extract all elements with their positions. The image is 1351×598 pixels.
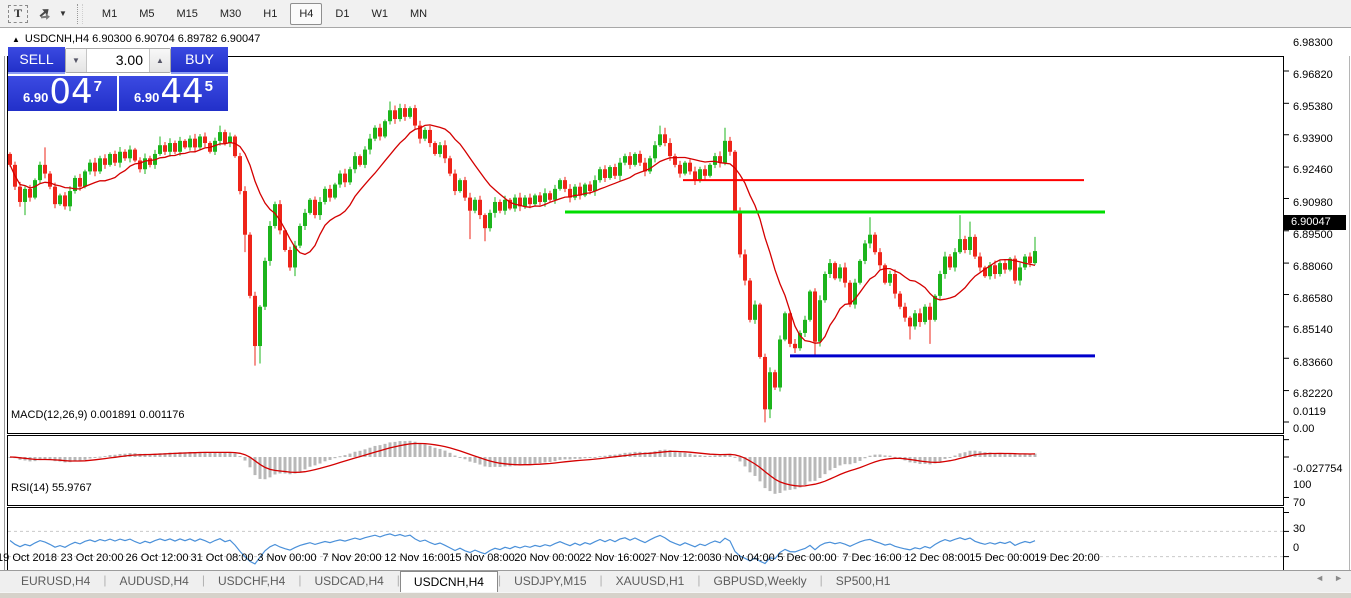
rsi-axis-label: 30 (1293, 522, 1306, 535)
time-axis-label: 22 Nov 16:00 (579, 552, 645, 564)
tab-gbpusd-weekly[interactable]: GBPUSD,Weekly (713, 574, 807, 588)
time-axis-label: 7 Nov 20:00 (322, 552, 382, 564)
buy-button[interactable]: BUY (171, 47, 228, 74)
arrows-tool-dropdown-icon[interactable]: ▼ (59, 9, 67, 18)
tab-separator: | (599, 573, 603, 587)
volume-decrease-button[interactable]: ▼ (66, 49, 87, 72)
one-click-trading-panel: SELL BUY 6.90 04 7 6.90 44 5 ▼ 3.00 ▲ (8, 47, 228, 111)
time-axis-label: 3 Nov 00:00 (257, 552, 317, 564)
price-chart-plot (4, 56, 1350, 598)
buy-price-pips: 44 (160, 72, 204, 112)
window-edge (0, 592, 1351, 598)
tab-scroll-right-icon[interactable]: ► (1334, 573, 1343, 583)
time-axis-label: 19 Oct 2018 (0, 552, 57, 564)
chart-title-text: USDCNH,H4 6.90300 6.90704 6.89782 6.9004… (24, 33, 261, 45)
time-axis-label: 31 Oct 08:00 (190, 552, 254, 564)
time-axis-label: 19 Dec 20:00 (1034, 552, 1100, 564)
chart-canvas (0, 28, 1351, 598)
tab-eurusd-h4[interactable]: EURUSD,H4 (21, 574, 91, 588)
tab-separator: | (497, 573, 502, 587)
price-axis-label: 6.89500 (1293, 229, 1333, 242)
price-axis-label: 6.82220 (1293, 388, 1333, 400)
rsi-axis-label: 70 (1293, 497, 1306, 510)
rsi-label: RSI(14) 55.9767 (11, 482, 92, 494)
sell-price-pips: 04 (49, 72, 93, 112)
sell-price[interactable]: 6.90 04 7 (8, 72, 117, 112)
time-axis-label: 30 Nov 04:00 (709, 552, 775, 564)
tab-xauusd-h1[interactable]: XAUUSD,H1 (615, 574, 685, 588)
time-axis-label: 12 Dec 08:00 (904, 552, 970, 564)
volume-input[interactable]: 3.00 (115, 52, 143, 68)
time-axis-label: 15 Nov 08:00 (449, 552, 515, 564)
time-axis-label: 23 Oct 20:00 (60, 552, 124, 564)
timeframe-button-mn[interactable]: MN (409, 7, 428, 20)
symbol-tab-bar: EURUSD,H4 | AUDUSD,H4 | USDCHF,H4 | USDCAD,H4 |… (0, 570, 1351, 592)
price-axis-label: 6.83660 (1293, 356, 1333, 369)
time-axis-label: 5 Dec 00:00 (777, 552, 837, 564)
timeframe-button-m1[interactable]: M1 (101, 7, 118, 20)
price-axis-label: 6.98300 (1293, 37, 1333, 49)
chart-header: ▲ USDCNH,H4 6.90300 6.90704 6.89782 6.90… (12, 33, 260, 45)
price-axis-label: 6.88060 (1293, 260, 1333, 273)
macd-axis-label: 0.00 (1293, 423, 1315, 435)
tab-scroll-buttons: ◄ ► (1315, 573, 1343, 583)
timeframe-button-w1[interactable]: W1 (371, 7, 388, 20)
price-axis-label: 6.96820 (1293, 69, 1333, 82)
text-label-tool-icon[interactable]: T (8, 4, 28, 23)
toolbar-grip (76, 3, 83, 24)
timeframe-toolbar: M1 M5 M15 M30 H1 H4 D1 W1 MN (91, 2, 438, 25)
time-axis-label: 27 Nov 12:00 (644, 552, 710, 564)
tab-separator: | (201, 573, 205, 587)
collapse-panel-icon[interactable]: ▲ (12, 34, 20, 44)
timeframe-button-m15[interactable]: M15 (176, 7, 198, 20)
volume-stepper: ▼ 3.00 ▲ (65, 48, 171, 73)
price-axis-label: 6.93900 (1293, 133, 1333, 146)
tab-sp500-h1[interactable]: SP500,H1 (835, 574, 891, 588)
time-axis-label: 7 Dec 16:00 (842, 552, 902, 564)
buy-price-point: 5 (204, 78, 213, 95)
arrows-tool-icon[interactable] (34, 5, 54, 23)
timeframe-button-h4[interactable]: H4 (290, 2, 323, 25)
tab-separator: | (298, 573, 302, 587)
tab-scroll-left-icon[interactable]: ◄ (1315, 573, 1325, 583)
price-axis-label: 6.95380 (1293, 100, 1333, 113)
tab-separator: | (697, 573, 701, 587)
sell-price-point: 7 (93, 78, 102, 95)
tab-separator: | (396, 573, 400, 587)
volume-increase-button[interactable]: ▲ (149, 49, 170, 72)
rsi-axis-label: 0 (1293, 541, 1300, 554)
tab-audusd-h4[interactable]: AUDUSD,H4 (119, 574, 189, 588)
timeframe-button-d1[interactable]: D1 (335, 7, 350, 20)
time-axis-label: 20 Nov 00:00 (514, 552, 580, 564)
tab-separator: | (103, 573, 107, 587)
time-axis-label: 26 Oct 12:00 (125, 552, 189, 564)
timeframe-button-h1[interactable]: H1 (263, 7, 278, 20)
price-axis-label: 6.92460 (1293, 164, 1333, 177)
toolbar: T ▼ M1 M5 M15 M30 H1 H4 D1 W1 MN (0, 0, 1351, 28)
macd-axis-label: 0.0119 (1293, 405, 1326, 418)
macd-label: MACD(12,26,9) 0.001891 0.001176 (11, 409, 185, 421)
tab-usdjpy-m15[interactable]: USDJPY,M15 (514, 574, 587, 588)
current-price-marker: 6.90047 (1284, 215, 1346, 230)
sell-price-prefix: 6.90 (23, 90, 49, 105)
buy-price[interactable]: 6.90 44 5 (119, 72, 228, 112)
macd-axis-label: -0.027754 (1293, 463, 1343, 476)
tab-usdchf-h4[interactable]: USDCHF,H4 (217, 574, 286, 588)
price-axis-label: 6.85140 (1293, 324, 1333, 337)
rsi-axis-label: 100 (1293, 478, 1312, 491)
sell-button[interactable]: SELL (8, 47, 65, 74)
buy-price-prefix: 6.90 (134, 90, 160, 105)
timeframe-button-m5[interactable]: M5 (139, 7, 155, 20)
timeframe-button-m30[interactable]: M30 (219, 7, 242, 20)
price-axis-label: 6.90980 (1293, 196, 1333, 209)
time-axis-label: 12 Nov 16:00 (384, 552, 450, 564)
tab-usdcnh-h4[interactable]: USDCNH,H4 (399, 571, 498, 592)
price-axis-label: 6.86580 (1293, 292, 1333, 305)
tab-usdcad-h4[interactable]: USDCAD,H4 (314, 574, 384, 588)
time-axis-label: 15 Dec 00:00 (969, 552, 1035, 564)
tab-separator: | (819, 573, 823, 587)
